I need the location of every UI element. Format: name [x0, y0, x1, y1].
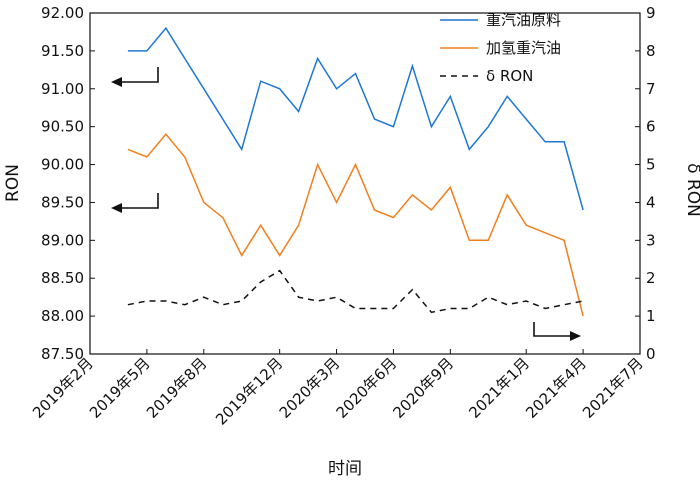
- arrow-shaft: [118, 193, 159, 209]
- right-axis-ticks: 9 8 7 6 5 4 3 2 1 0: [635, 4, 656, 363]
- x-tick-label: 2020年3月: [276, 354, 344, 422]
- right-tick-label: 4: [646, 193, 656, 211]
- x-axis-label: 时间: [328, 459, 362, 479]
- right-tick-label: 3: [646, 231, 656, 249]
- left-tick-label: 91.50: [41, 42, 84, 60]
- x-tick-label: 2021年4月: [522, 354, 590, 422]
- right-tick-label: 5: [646, 156, 656, 174]
- left-axis-ticks: 92.00 91.50 91.00 90.50 90.00 89.50 89.00 88.50…: [41, 4, 95, 363]
- x-tick-label: 2019年12月: [212, 354, 286, 428]
- left-tick-label: 88.50: [41, 269, 84, 287]
- arrow-head: [111, 77, 122, 87]
- left-tick-label: 88.00: [41, 307, 84, 325]
- left-tick-label: 91.00: [41, 80, 84, 98]
- x-tick-label: 2021年1月: [465, 354, 533, 422]
- axis-arrows: [111, 67, 581, 341]
- right-tick-label: 9: [646, 4, 656, 22]
- plot-frame: [89, 12, 641, 355]
- series-lines: [127, 26, 584, 317]
- arrow-head: [570, 331, 581, 341]
- left-tick-label: 90.00: [41, 156, 84, 174]
- x-tick-label: 2021年7月: [579, 354, 647, 422]
- right-tick-label: 1: [646, 307, 656, 325]
- arrow-shaft: [533, 322, 574, 337]
- x-tick-label: 2020年9月: [389, 354, 457, 422]
- series-line-1: [127, 26, 584, 211]
- y-axis-left-label: RON: [3, 164, 23, 202]
- left-tick-label: 92.00: [41, 4, 84, 22]
- right-tick-label: 6: [646, 118, 656, 136]
- series-line-3: [127, 269, 584, 314]
- legend-label-2: 加氢重汽油: [486, 39, 561, 57]
- series-line-2: [127, 133, 584, 317]
- left-axis-arrow-blue: [111, 67, 159, 87]
- right-tick-label: 7: [646, 80, 656, 98]
- x-tick-label: 2019年2月: [29, 354, 97, 422]
- x-tick-label: 2019年5月: [86, 354, 154, 422]
- right-tick-label: 0: [646, 345, 656, 363]
- legend-label-1: 重汽油原料: [486, 11, 561, 29]
- arrow-shaft: [118, 67, 159, 83]
- left-tick-label: 89.00: [41, 231, 84, 249]
- left-tick-label: 90.50: [41, 118, 84, 136]
- arrow-head: [111, 203, 122, 213]
- x-tick-label: 2019年8月: [143, 354, 211, 422]
- legend-label-3: δ RON: [486, 67, 533, 85]
- right-tick-label: 8: [646, 42, 656, 60]
- right-axis-arrow-delta: [533, 322, 581, 341]
- left-axis-arrow-orange: [111, 193, 159, 213]
- left-tick-label: 89.50: [41, 193, 84, 211]
- y-axis-right-label: δ RON: [683, 163, 700, 217]
- left-tick-label: 87.50: [41, 345, 84, 363]
- x-tick-label: 2020年6月: [333, 354, 401, 422]
- right-tick-label: 2: [646, 269, 656, 287]
- axes: [89, 12, 641, 355]
